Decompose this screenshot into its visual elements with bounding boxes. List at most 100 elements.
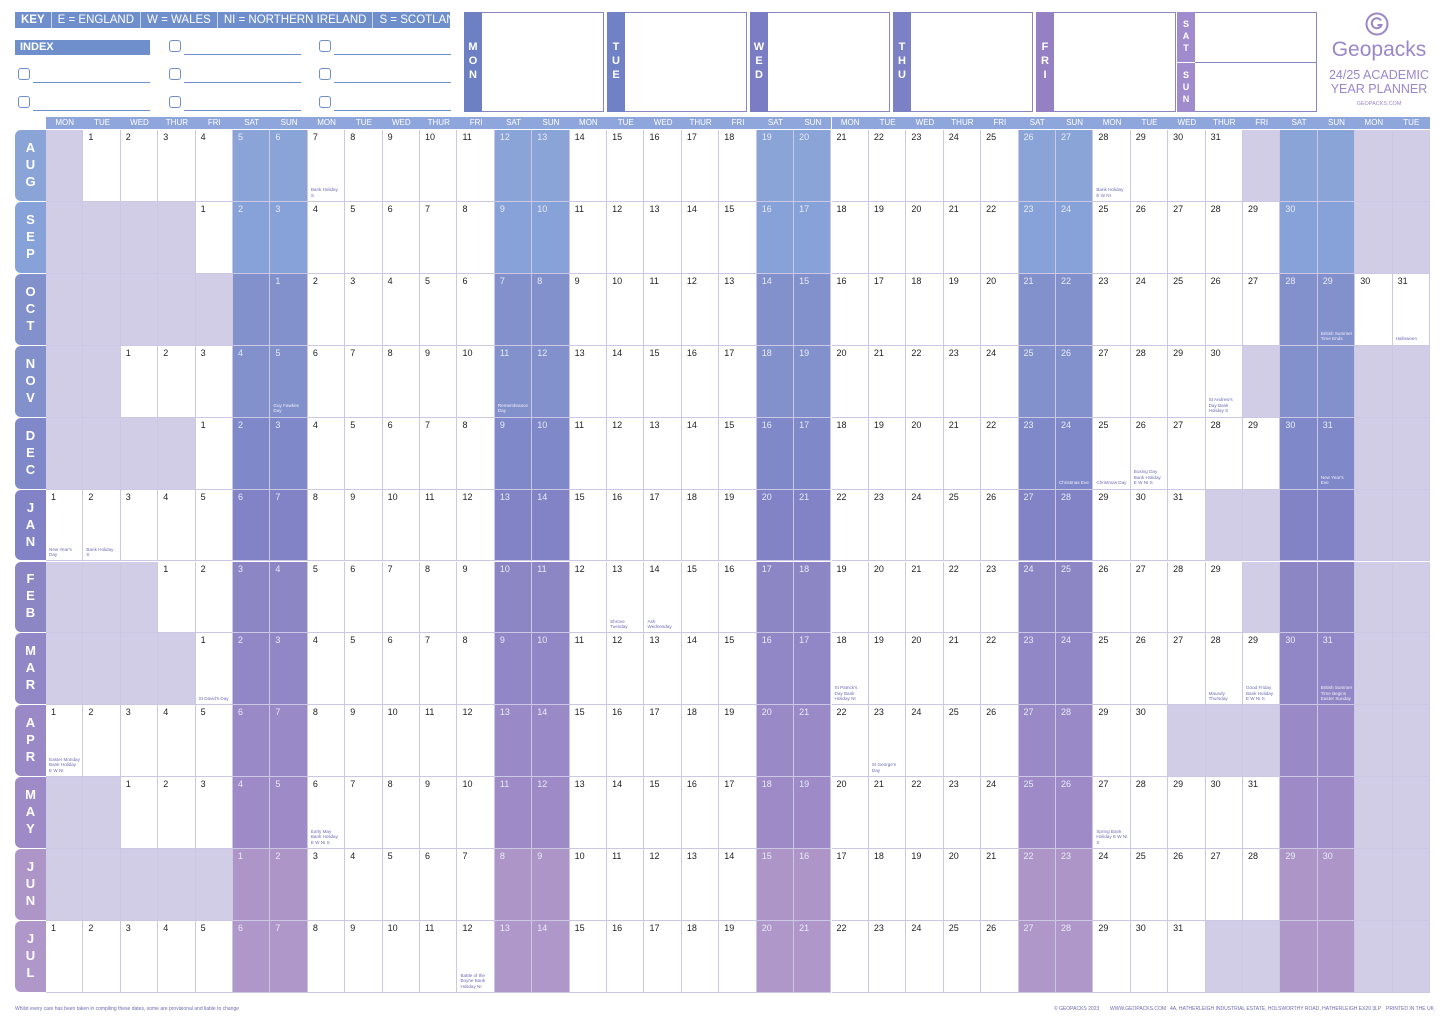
day-number: 26 <box>1060 347 1071 358</box>
day-cell: 6 <box>382 417 421 490</box>
day-number: 23 <box>873 491 884 502</box>
day-cell: 15 <box>569 489 608 562</box>
day-cell: 12 <box>569 561 608 634</box>
day-number: 28 <box>1060 707 1071 718</box>
day-cell: 30 <box>1130 705 1169 778</box>
day-cell: 2 <box>307 273 346 346</box>
day-cell: 8 <box>307 489 346 562</box>
day-number: 17 <box>649 707 660 718</box>
day-cell: 18 <box>868 849 907 922</box>
day-number: 7 <box>425 419 431 430</box>
day-cell: 1 <box>158 561 196 634</box>
day-number: 14 <box>724 851 735 862</box>
day-cell: 19 <box>719 705 757 778</box>
day-number: 22 <box>986 419 997 430</box>
day-cell: 19 <box>756 130 795 202</box>
day-number: 9 <box>574 275 580 286</box>
day-cell: 14 <box>532 705 570 778</box>
day-cell: 6 Early May Bank Holiday E W NI S <box>307 777 346 850</box>
day-header: FRI <box>195 117 233 129</box>
day-header: SAT <box>1280 117 1318 129</box>
day-number: 6 <box>312 779 318 790</box>
day-number: 26 <box>1135 203 1146 214</box>
day-cell <box>1392 705 1430 778</box>
day-cell <box>1317 777 1356 850</box>
day-cell: 4 <box>233 345 271 418</box>
day-number: 29 <box>1247 203 1258 214</box>
day-number: 14 <box>537 491 548 502</box>
holiday-note: Guy Fawkes Day <box>273 402 299 414</box>
day-number: 20 <box>911 635 922 646</box>
day-number: 28 <box>1210 419 1221 430</box>
day-cell: 1 Easter Monday Bank Holiday E W NI <box>46 705 84 778</box>
day-number: 30 <box>1285 635 1296 646</box>
day-cell: 17 <box>719 777 757 850</box>
day-cell: 7 <box>382 561 421 634</box>
day-cell: 10 <box>457 777 495 850</box>
key-item: NI = NORTHERN IRELAND <box>216 12 373 28</box>
checkbox <box>169 68 181 80</box>
day-cell: 16 <box>756 417 795 490</box>
day-cell: 5 <box>233 130 271 202</box>
day-number: 20 <box>761 923 772 934</box>
day-cell: 10 <box>569 849 608 922</box>
day-number: 28 <box>1060 491 1071 502</box>
day-number: 2 <box>200 563 206 574</box>
holiday-note: Bank Holiday S <box>310 187 338 198</box>
day-number: 19 <box>724 707 735 718</box>
day-cell: 12 <box>607 417 645 490</box>
day-number: 10 <box>462 779 473 790</box>
day-cell: 8 <box>494 849 533 922</box>
day-cell: 29 <box>1168 345 1206 418</box>
day-number: 1 <box>88 132 94 142</box>
day-cell <box>1355 345 1393 418</box>
day-cell: 18 St Patrick's Day Bank Holiday NI <box>831 633 869 706</box>
day-cell: 27 <box>1168 201 1206 274</box>
day-cell <box>1392 417 1430 490</box>
month-tab: OCT <box>15 273 46 345</box>
day-number: 31 <box>1173 923 1184 934</box>
write-line <box>33 82 150 83</box>
day-cell <box>195 273 233 346</box>
day-cell: 3 <box>233 561 271 634</box>
day-number: 8 <box>312 491 318 502</box>
day-number: 9 <box>387 132 393 142</box>
day-number: 7 <box>312 132 318 142</box>
day-cell: 11 <box>420 705 458 778</box>
day-cell: 22 <box>1055 273 1094 346</box>
day-number: 27 <box>1210 851 1221 862</box>
day-cell <box>195 849 233 922</box>
day-cell: 12 <box>607 201 645 274</box>
day-number: 11 <box>649 275 659 286</box>
day-number: 4 <box>312 419 318 430</box>
day-cell: 5 <box>270 777 308 850</box>
day-number: 29 <box>1173 347 1184 358</box>
day-cell: 18 <box>681 705 720 778</box>
day-cell: 26 <box>1130 201 1169 274</box>
day-number: 1 <box>51 491 57 502</box>
day-number: 17 <box>686 132 697 142</box>
day-cell: 9 <box>494 633 533 706</box>
website: WWW.GEOPACKS.COM <box>1110 1006 1167 1012</box>
day-cell <box>1168 705 1206 778</box>
day-cell: 22 <box>943 561 982 634</box>
day-cell: 3 <box>345 273 383 346</box>
checkbox <box>18 96 30 108</box>
day-number: 4 <box>387 275 393 286</box>
day-header: MON <box>1093 117 1131 129</box>
day-cell: 10 <box>420 130 458 202</box>
day-cell <box>83 201 121 274</box>
day-header: THUR <box>1205 117 1243 129</box>
holiday-note: Bank Holiday S <box>86 546 114 558</box>
day-number: 25 <box>1098 203 1109 214</box>
day-cell: 28 <box>1130 777 1169 850</box>
day-header: SUN <box>270 117 308 129</box>
day-cell: 5 <box>420 273 458 346</box>
day-cell: 16 <box>644 130 682 202</box>
day-cell: 25 <box>1130 849 1169 922</box>
day-cell <box>1280 345 1318 418</box>
day-cell: 4 <box>270 561 308 634</box>
day-cell: 5 <box>345 201 383 274</box>
day-number: 22 <box>1023 851 1034 862</box>
day-cell: 25 <box>1093 201 1131 274</box>
